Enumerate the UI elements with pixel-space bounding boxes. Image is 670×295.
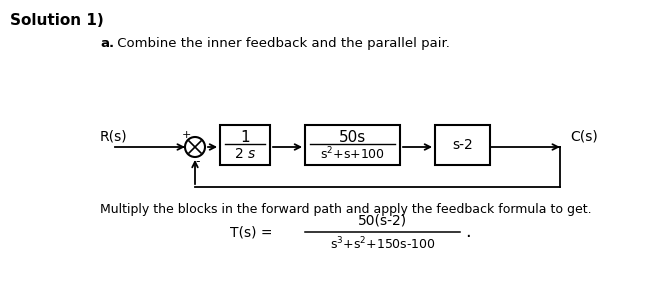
Text: s-2: s-2 (452, 138, 473, 152)
Text: Solution 1): Solution 1) (10, 13, 104, 28)
Text: +: + (182, 130, 191, 140)
Text: -: - (196, 155, 200, 168)
Bar (305, 125, 400, 165)
Text: .: . (465, 223, 471, 241)
Text: Combine the inner feedback and the parallel pair.: Combine the inner feedback and the paral… (113, 37, 450, 50)
Text: C(s): C(s) (570, 130, 598, 144)
Bar (220, 125, 270, 165)
Text: 1: 1 (240, 130, 250, 145)
Text: s: s (247, 147, 255, 161)
Text: R(s): R(s) (100, 130, 127, 144)
Text: a.: a. (100, 37, 114, 50)
Text: Multiply the blocks in the forward path and apply the feedback formula to get.: Multiply the blocks in the forward path … (100, 203, 592, 216)
Text: 50s: 50s (339, 130, 366, 145)
Text: 50(s-2): 50(s-2) (358, 214, 407, 228)
Circle shape (185, 137, 205, 157)
Text: T(s) =: T(s) = (230, 225, 273, 239)
Text: s$^3$+s$^2$+150s-100: s$^3$+s$^2$+150s-100 (330, 236, 436, 252)
Text: s$^2$+s+100: s$^2$+s+100 (320, 146, 385, 162)
Text: 2: 2 (234, 147, 243, 161)
Bar (435, 125, 490, 165)
